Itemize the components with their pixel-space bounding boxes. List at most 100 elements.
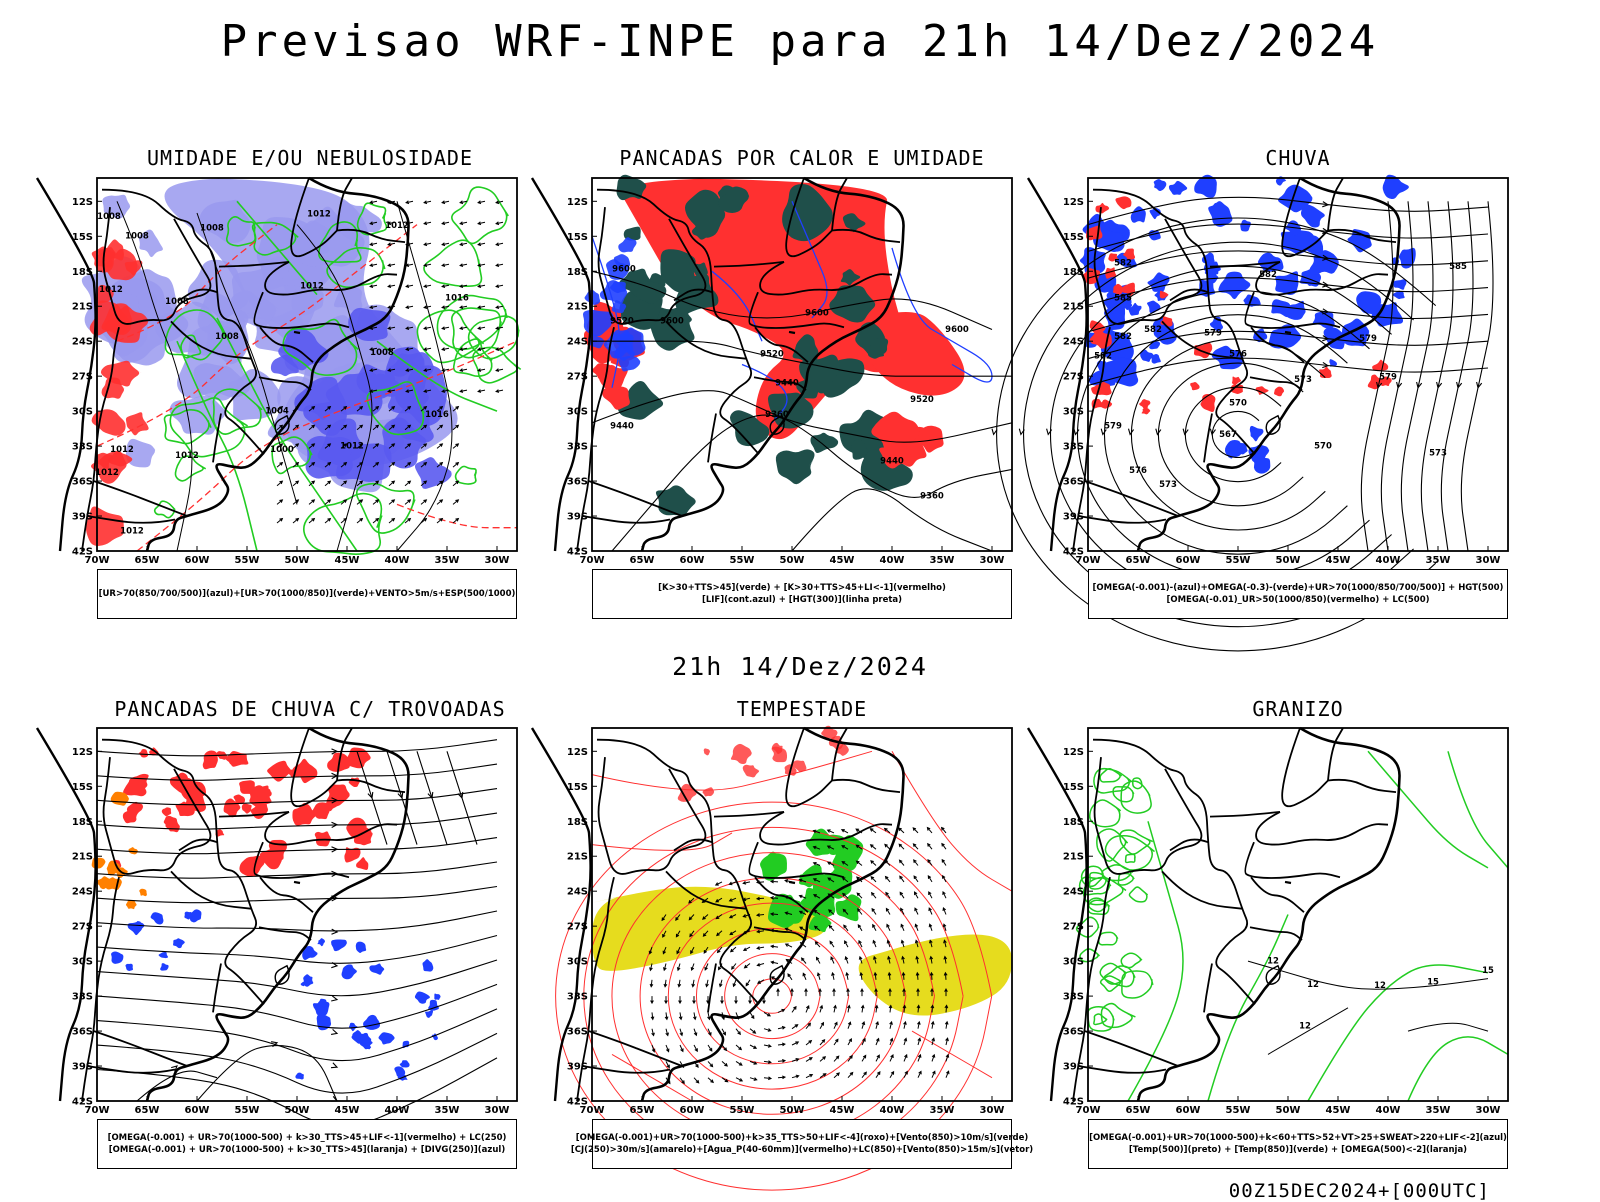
wind-vector	[276, 517, 284, 524]
lat-tick-label: 27S	[1063, 372, 1084, 383]
wind-vector	[829, 940, 835, 948]
lat-tick-label: 33S	[567, 992, 588, 1003]
ur-green-contour	[303, 492, 383, 555]
country-border	[831, 778, 901, 793]
divergence-blue-patch	[394, 1066, 406, 1077]
wind-vector	[931, 1037, 935, 1046]
wind-vector	[748, 996, 752, 1005]
wind-vector	[441, 389, 450, 393]
chuva-fields	[991, 174, 1494, 652]
wind850-green-patch	[766, 851, 780, 867]
wind-vector	[889, 1037, 894, 1046]
lc850-contour	[611, 1053, 693, 1102]
contour-label: 1004	[265, 406, 289, 416]
rain-blue-patch	[1347, 229, 1372, 253]
wind-vector	[942, 874, 947, 883]
country-border	[170, 320, 252, 360]
wind-vector	[735, 1044, 743, 1051]
map-chuva: 5825855825825825855795765735705675795795…	[991, 174, 1509, 652]
wind-vector	[405, 347, 414, 351]
ur-green-contour	[271, 436, 313, 475]
wind-vector	[841, 845, 849, 850]
streamline	[1087, 330, 1489, 360]
wind-vector	[914, 907, 919, 915]
contour-label: 9520	[910, 395, 934, 405]
wind-vector	[718, 979, 723, 988]
divergence-blue-patch	[369, 963, 386, 975]
storm-red-patch	[161, 807, 172, 817]
isobar	[396, 201, 453, 552]
hgt300-contour	[592, 340, 1012, 377]
wind-vector	[707, 1061, 714, 1068]
wind-vector	[452, 461, 460, 468]
wind-vector	[735, 1028, 741, 1036]
streamline	[1087, 250, 1489, 279]
panel-title-tempestade: TEMPESTADE	[736, 697, 868, 721]
country-border	[1203, 413, 1213, 463]
lat-tick-label: 36S	[1063, 1027, 1084, 1038]
rain-red-patch	[1089, 320, 1107, 335]
wind-vector	[942, 923, 947, 931]
lon-tick-label: 50W	[285, 1105, 310, 1116]
hgt300-contour	[611, 414, 1013, 552]
divergence-blue-patch	[111, 951, 124, 964]
lon-tick-label: 65W	[630, 1105, 655, 1116]
water-vapor-red-patch	[677, 783, 698, 802]
streamline-arrowhead	[1322, 201, 1330, 208]
wind-vector	[729, 946, 737, 953]
wind-vector	[833, 1021, 838, 1029]
legend-granizo: [OMEGA(-0.001)+UR>70(1000-500)+k<60+TTS>…	[1088, 1119, 1508, 1169]
temp850-contour	[1120, 952, 1143, 969]
wind-vector	[728, 914, 737, 919]
rain-blue-patch	[1398, 247, 1416, 269]
storm-orange-patch	[125, 899, 138, 910]
wind-vector	[928, 907, 933, 915]
wind-vector	[912, 827, 919, 834]
wind-vector	[756, 929, 765, 934]
temp850-contour	[1117, 872, 1135, 886]
wind-vector	[889, 1070, 895, 1078]
wind-vector	[356, 405, 364, 412]
lon-tick-label: 45W	[335, 1105, 360, 1116]
country-border	[588, 480, 683, 517]
contour-label: 9360	[765, 410, 789, 420]
wind-vector	[423, 368, 432, 372]
thickness-contour	[116, 224, 278, 342]
lif-contour	[741, 363, 788, 424]
streamline-arrowhead	[457, 791, 464, 800]
wind-vector	[477, 389, 486, 393]
streamline	[1420, 201, 1454, 552]
lon-tick-label: 70W	[580, 555, 605, 566]
wind-vector	[900, 939, 905, 948]
streamline-arrowhead	[331, 995, 339, 1002]
rain-red-patch	[1112, 283, 1124, 296]
rain-red-patch	[1123, 248, 1136, 260]
wind-vector	[885, 891, 891, 899]
country-border	[1169, 838, 1209, 852]
wind-vector	[856, 892, 863, 899]
instability-green-patch	[870, 338, 889, 355]
country-border	[753, 376, 807, 391]
lat-tick-label: 36S	[1063, 477, 1084, 488]
country-border	[212, 963, 222, 1013]
streamline	[356, 751, 388, 845]
wind-vector	[436, 499, 444, 505]
streamline-arrowhead	[1322, 335, 1330, 342]
wind-vector	[308, 499, 316, 505]
wind-vector	[356, 443, 364, 449]
temp850-contour	[1093, 1013, 1108, 1026]
country-border	[1084, 480, 1179, 517]
wind-vector	[308, 424, 316, 431]
ur-blue-patch	[228, 369, 282, 421]
lat-tick-label: 12S	[1063, 197, 1084, 208]
water-vapor-red-patch	[730, 743, 753, 765]
lc850-contour	[724, 953, 821, 1040]
legend-pancadas-calor: [K>30+TTS>45](verde) + [K>30+TTS>45+LI<-…	[592, 569, 1012, 619]
contour-label: 570	[1314, 441, 1332, 451]
ur-blue-core	[305, 435, 353, 479]
lon-tick-label: 35W	[435, 555, 460, 566]
wind-vector	[847, 1071, 854, 1079]
contour-label: 15	[1427, 977, 1439, 987]
lat-tick-label: 36S	[567, 477, 588, 488]
wind-vector	[787, 973, 793, 981]
